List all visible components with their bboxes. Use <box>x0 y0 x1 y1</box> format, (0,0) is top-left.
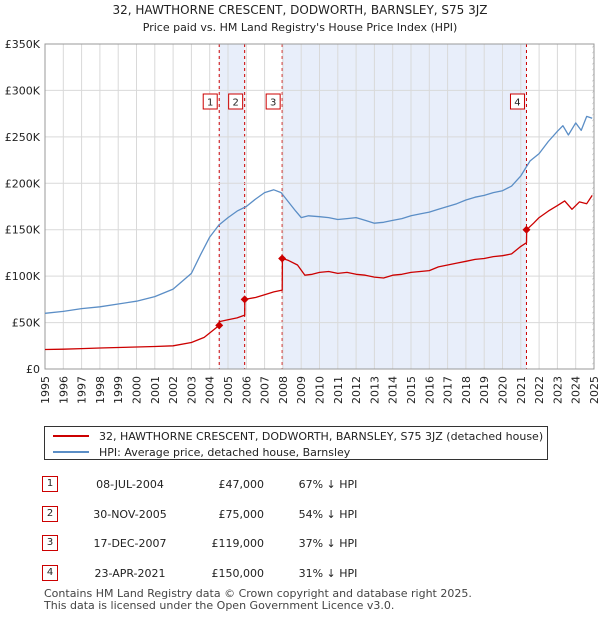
x-tick-label: 1999 <box>112 376 125 404</box>
x-tick-label: 2009 <box>295 376 308 404</box>
x-tick-label: 2001 <box>149 376 162 404</box>
transaction-price: £119,000 <box>211 537 265 550</box>
x-tick-label: 1995 <box>39 376 52 404</box>
legend-label-property: 32, HAWTHORNE CRESCENT, DODWORTH, BARNSL… <box>99 430 544 443</box>
sale-point <box>522 225 531 234</box>
transaction-date: 17-DEC-2007 <box>93 537 167 550</box>
transaction-number-badge: 1 <box>42 476 58 492</box>
sale-point <box>278 254 287 263</box>
x-tick-label: 2012 <box>350 376 363 404</box>
sale-point <box>240 295 249 304</box>
series-line-property <box>44 195 593 351</box>
x-tick-label: 2011 <box>332 376 345 404</box>
table-row: 4 23-APR-2021 £150,000 31% ↓ HPI <box>42 559 562 589</box>
table-row: 3 17-DEC-2007 £119,000 37% ↓ HPI <box>42 529 562 559</box>
x-tick-label: 2025 <box>588 376 600 404</box>
x-tick-label: 2004 <box>204 376 217 404</box>
legend-swatch-blue <box>53 451 89 453</box>
sale-label-box <box>509 93 525 110</box>
x-tick-label: 2019 <box>478 376 491 404</box>
price-chart: 32, HAWTHORNE CRESCENT, DODWORTH, BARNSL… <box>5 3 600 404</box>
x-tick-label: 2017 <box>442 376 455 404</box>
x-tick-label: 2010 <box>314 376 327 404</box>
transactions-table: 1 08-JUL-2004 £47,000 67% ↓ HPI 2 30-NOV… <box>42 470 562 588</box>
legend-item-property: 32, HAWTHORNE CRESCENT, DODWORTH, BARNSL… <box>53 430 543 444</box>
transaction-number-badge: 2 <box>42 505 58 522</box>
sale-label-box <box>265 93 281 110</box>
footer-notice: Contains HM Land Registry data © Crown c… <box>44 588 472 612</box>
chart-legend: 32, HAWTHORNE CRESCENT, DODWORTH, BARNSL… <box>44 426 548 460</box>
footer-licence: This data is licensed under the Open Gov… <box>44 599 395 612</box>
x-tick-label: 2024 <box>570 376 583 404</box>
table-row: 1 08-JUL-2004 £47,000 67% ↓ HPI <box>42 470 562 500</box>
footer-copyright: Contains HM Land Registry data © Crown c… <box>44 587 472 600</box>
x-tick-label: 2008 <box>277 376 290 404</box>
x-tick-label: 2016 <box>423 376 436 404</box>
transaction-number-badge: 4 <box>42 564 58 581</box>
x-tick-label: 2018 <box>460 376 473 404</box>
transaction-price: £75,000 <box>218 507 265 521</box>
x-tick-label: 2014 <box>387 376 400 404</box>
plot-border <box>44 43 595 370</box>
y-tick-label: £50K <box>12 317 41 330</box>
x-tick-label: 2023 <box>551 376 564 404</box>
x-tick-label: 1996 <box>57 376 70 404</box>
transaction-price: £150,000 <box>211 566 265 580</box>
sale-point <box>215 321 224 330</box>
x-tick-label: 2015 <box>405 376 418 404</box>
transaction-hpi-diff: 67% ↓ HPI <box>298 478 358 491</box>
transaction-number-badge: 3 <box>42 535 58 551</box>
sale-period-shade <box>282 44 527 369</box>
chart-title: 32, HAWTHORNE CRESCENT, DODWORTH, BARNSL… <box>112 3 487 17</box>
legend-label-hpi: HPI: Average price, detached house, Barn… <box>99 446 351 459</box>
chart-subtitle: Price paid vs. HM Land Registry's House … <box>143 21 458 34</box>
table-row: 2 30-NOV-2005 £75,000 54% ↓ HPI <box>42 500 562 530</box>
sale-label-number: 4 <box>514 98 520 109</box>
transaction-hpi-diff: 54% ↓ HPI <box>298 507 358 521</box>
x-tick-label: 2000 <box>131 376 144 404</box>
x-tick-label: 1998 <box>94 376 107 404</box>
y-tick-label: £350K <box>5 38 41 51</box>
x-tick-label: 2002 <box>167 376 180 404</box>
legend-item-hpi: HPI: Average price, detached house, Barn… <box>53 446 350 460</box>
sale-label-number: 3 <box>270 98 276 109</box>
y-tick-label: £200K <box>5 177 41 190</box>
transaction-hpi-diff: 37% ↓ HPI <box>298 537 358 550</box>
x-tick-label: 2020 <box>497 376 510 404</box>
y-tick-label: £100K <box>5 270 41 283</box>
sale-label-number: 1 <box>207 98 213 109</box>
x-tick-label: 2021 <box>515 376 528 404</box>
y-tick-label: £250K <box>5 131 41 144</box>
y-tick-label: £150K <box>5 224 41 237</box>
x-tick-label: 2003 <box>185 376 198 404</box>
future-hatch-area <box>592 44 594 369</box>
x-tick-label: 2007 <box>259 376 272 404</box>
y-tick-label: £300K <box>5 84 41 97</box>
transaction-date: 08-JUL-2004 <box>96 478 164 491</box>
sale-label-box <box>228 93 244 110</box>
transaction-hpi-diff: 31% ↓ HPI <box>298 566 358 580</box>
transaction-price: £47,000 <box>218 478 265 491</box>
x-tick-label: 2022 <box>533 376 546 404</box>
series-line-hpi <box>44 115 593 314</box>
x-tick-label: 2006 <box>240 376 253 404</box>
y-tick-label: £0 <box>26 363 40 376</box>
sale-label-box <box>202 93 218 110</box>
x-tick-label: 1997 <box>76 376 89 404</box>
sale-label-number: 2 <box>232 98 238 109</box>
transaction-date: 23-APR-2021 <box>94 566 166 580</box>
x-tick-label: 2013 <box>368 376 381 404</box>
legend-swatch-red <box>53 435 89 437</box>
x-tick-label: 2005 <box>222 376 235 404</box>
transaction-date: 30-NOV-2005 <box>93 507 167 521</box>
